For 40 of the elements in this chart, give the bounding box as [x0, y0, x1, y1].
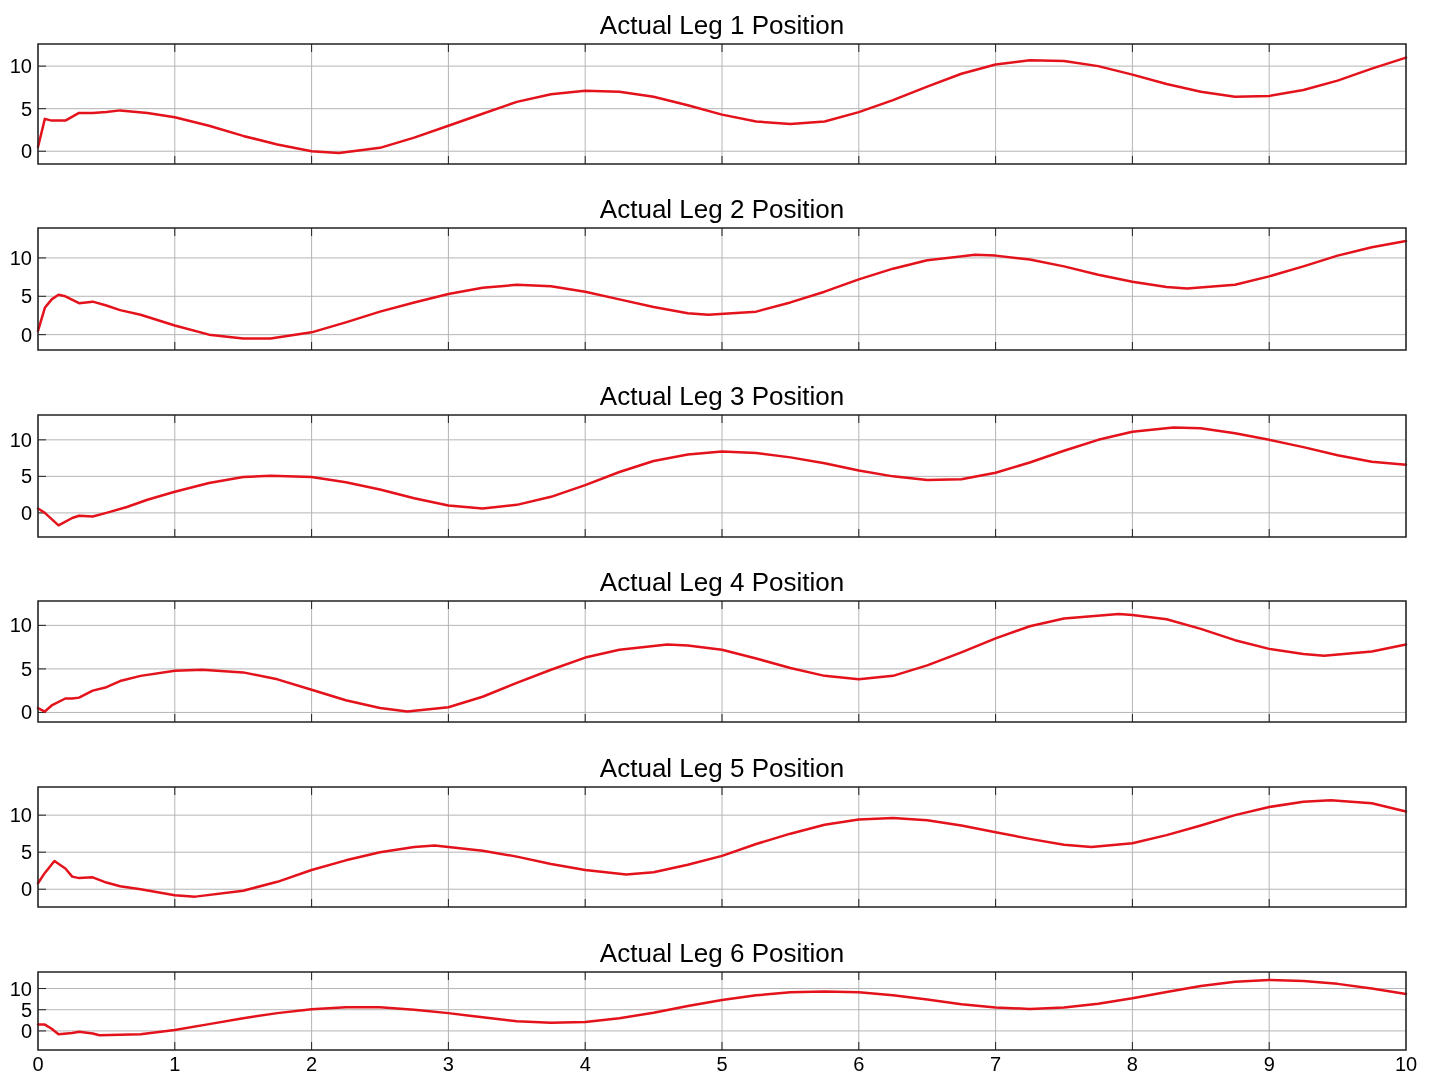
- chart-title: Actual Leg 4 Position: [599, 567, 845, 597]
- y-tick-label: 5: [20, 998, 32, 1021]
- y-tick-label: 0: [20, 323, 32, 346]
- y-tick-label: 0: [20, 701, 32, 724]
- x-tick-label: 9: [1263, 1053, 1275, 1075]
- y-tick-label: 10: [9, 428, 32, 451]
- chart-title: Actual Leg 5 Position: [599, 753, 845, 783]
- line-series: [36, 612, 1408, 713]
- line-series: [36, 799, 1408, 898]
- x-tick-label: 7: [990, 1053, 1002, 1075]
- line-series: [36, 426, 1408, 527]
- y-tick-label: 10: [9, 804, 32, 827]
- x-tick-label: 3: [442, 1053, 454, 1075]
- y-tick-label: 0: [20, 1019, 32, 1042]
- y-tick-label: 0: [20, 878, 32, 901]
- y-tick-label: 5: [20, 465, 32, 488]
- line-series: [36, 239, 1408, 340]
- y-tick-label: 5: [20, 841, 32, 864]
- y-tick-label: 0: [20, 140, 32, 163]
- x-tick-label: 1: [169, 1053, 181, 1075]
- x-tick-label: 4: [579, 1053, 591, 1075]
- chart-title: Actual Leg 3 Position: [599, 381, 845, 411]
- chart-title: Actual Leg 6 Position: [599, 938, 845, 968]
- x-tick-label: 8: [1126, 1053, 1138, 1075]
- x-tick-label: 6: [853, 1053, 865, 1075]
- chart-title: Actual Leg 1 Position: [599, 10, 845, 40]
- y-tick-label: 0: [20, 501, 32, 524]
- chart-title: Actual Leg 2 Position: [599, 194, 845, 224]
- y-tick-label: 10: [9, 614, 32, 637]
- y-tick-label: 5: [20, 285, 32, 308]
- x-tick-label: 2: [306, 1053, 318, 1075]
- x-tick-label: 5: [716, 1053, 728, 1075]
- line-series: [36, 978, 1408, 1037]
- y-tick-label: 10: [9, 55, 32, 78]
- y-tick-label: 10: [9, 977, 32, 1000]
- line-series: [36, 56, 1408, 155]
- y-tick-label: 10: [9, 246, 32, 269]
- y-tick-label: 5: [20, 97, 32, 120]
- x-tick-label: 10: [1394, 1053, 1418, 1075]
- y-tick-label: 5: [20, 657, 32, 680]
